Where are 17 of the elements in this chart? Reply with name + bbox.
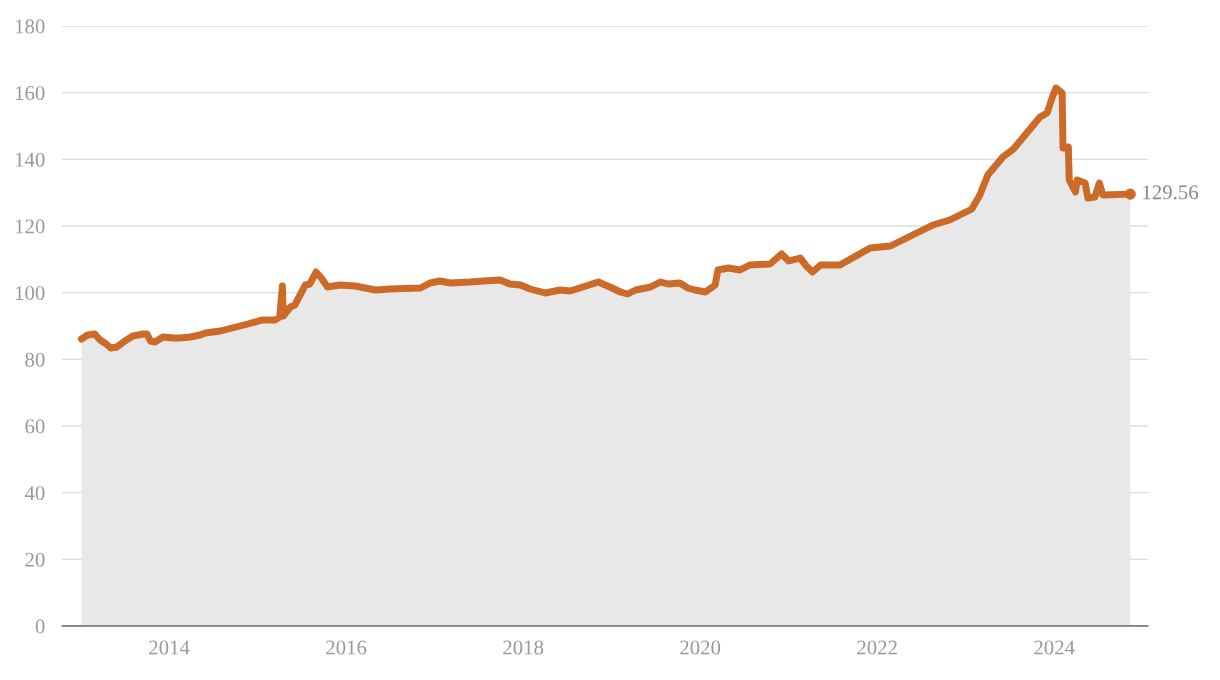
y-tick-label: 160 <box>15 86 45 101</box>
y-tick-label: 120 <box>15 219 45 234</box>
x-tick-label: 2016 <box>326 640 367 655</box>
y-tick-label: 100 <box>15 286 45 301</box>
y-tick-label: 20 <box>25 552 45 567</box>
annotation: 129.56 <box>1143 185 1199 200</box>
x-tick-label: 2020 <box>680 640 721 655</box>
y-tick-label: 60 <box>25 419 45 434</box>
x-tick-label: 2022 <box>857 640 897 655</box>
y-tick-label: 80 <box>25 352 45 367</box>
y-tick-label: 180 <box>15 19 45 34</box>
x-tick-label: 2024 <box>1034 640 1075 655</box>
x-tick-label: 2018 <box>503 640 544 655</box>
y-tick-label: 140 <box>15 152 45 167</box>
y-tick-label: 0 <box>35 619 45 634</box>
x-tick-label: 2014 <box>149 640 190 655</box>
y-tick-label: 40 <box>24 486 45 501</box>
